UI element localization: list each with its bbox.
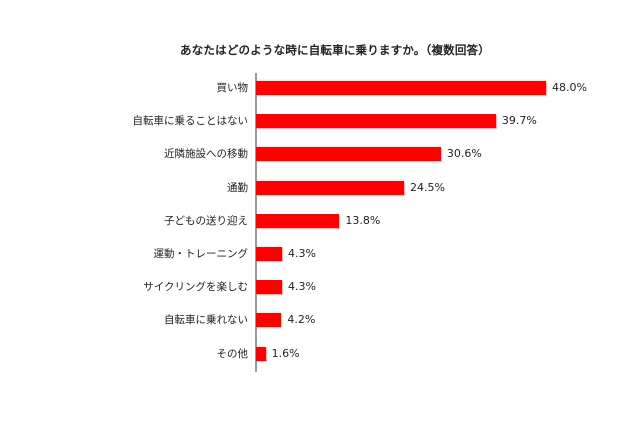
bar-row: その他 1.6% (0, 346, 640, 361)
value-label: 24.5% (410, 180, 445, 194)
bar (256, 213, 340, 228)
value-label: 4.2% (287, 313, 316, 327)
value-label: 13.8% (345, 213, 381, 227)
value-label: 48.0% (552, 81, 587, 94)
bar (256, 247, 282, 261)
bar (256, 280, 282, 295)
bar-row: 自転車に乗ることはない 39.7% (0, 114, 640, 129)
bar-row: 通勤 24.5% (0, 180, 640, 195)
category-label: 買い物 (216, 82, 249, 94)
category-label: 子どもの送り迎え (164, 214, 248, 227)
category-label: 近隣施設への移動 (164, 148, 248, 161)
bar (256, 180, 405, 195)
bar (256, 147, 441, 162)
bar (256, 346, 266, 361)
value-label: 39.7% (501, 114, 537, 128)
value-label: 1.6% (271, 346, 300, 360)
category-label: 運動・トレーニング (153, 248, 249, 260)
chart-title: あなたはどのような時に自転車に乗りますか。（複数回答） (180, 43, 490, 57)
value-label: 30.6% (446, 147, 482, 161)
bar-row: 自転車に乗れない 4.2% (0, 313, 640, 328)
bar-row: 近隣施設への移動 30.6% (0, 147, 640, 162)
category-axis-line (255, 73, 257, 372)
bar-row: サイクリングを楽しむ 4.3% (0, 280, 640, 295)
value-label: 4.3% (287, 247, 316, 260)
bar (256, 81, 546, 95)
category-label: 自転車に乗ることはない (132, 115, 249, 128)
bar-row: 子どもの送り迎え 13.8% (0, 213, 640, 228)
bar (256, 114, 496, 129)
category-label: 自転車に乗れない (164, 314, 248, 327)
category-label: 通勤 (227, 181, 248, 194)
bar-row: 運動・トレーニング 4.3% (0, 247, 640, 261)
category-label: その他 (216, 347, 249, 360)
value-label: 4.3% (287, 280, 316, 294)
category-label: サイクリングを楽しむ (143, 281, 248, 294)
bar (256, 313, 282, 328)
bar-row: 買い物 48.0% (0, 81, 640, 95)
